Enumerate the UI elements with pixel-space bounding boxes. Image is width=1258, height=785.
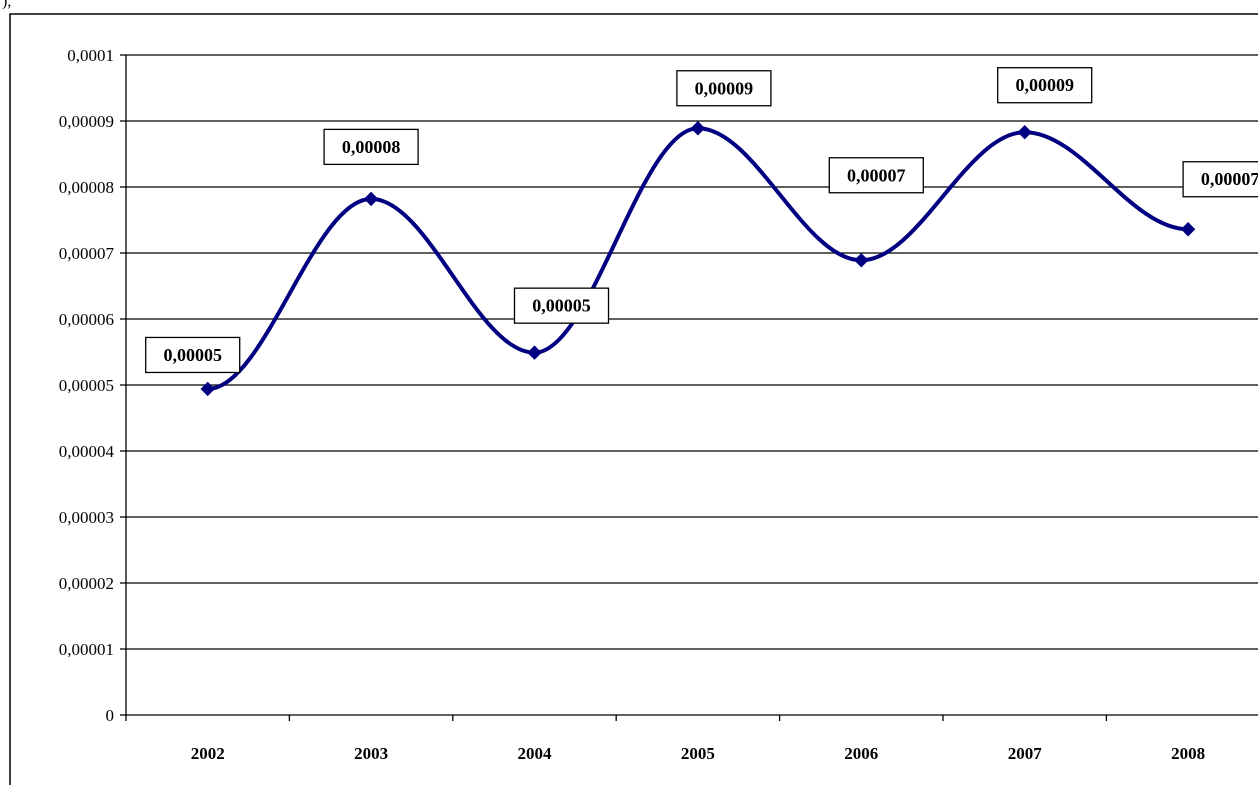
data-point-marker [527,345,542,360]
data-point-marker [1180,222,1196,237]
data-point-marker [200,381,215,397]
data-point-marker [690,121,706,136]
x-category-label: 2006 [844,744,878,763]
data-label-box [513,287,610,324]
x-category-label: 2002 [191,744,225,763]
y-axis: 0 0,00001 0,00002 0,00003 0,00004 0,00005 0,00… [59,46,127,725]
data-label-box [828,157,924,194]
y-tick-label: 0,00001 [59,640,114,659]
data-point-marker [854,253,869,268]
y-tick-label: 0,00005 [59,376,114,395]
data-labels: 0,00005 0,00008 0,00005 0,00009 0,00007 0,000… [145,67,1258,374]
x-category-label: 2005 [681,744,715,763]
data-label-box [145,336,241,374]
y-tick-label: 0 [106,706,115,725]
x-category-label: 2003 [354,744,388,763]
series-group [200,121,1196,397]
x-category-label: 2008 [1171,744,1205,763]
data-label-box [676,70,772,107]
y-tick-label: 0,00009 [59,112,114,131]
y-tick-label: 0,00008 [59,178,114,197]
series-line [205,126,1191,391]
data-label: 0,00008 [342,137,401,157]
data-label: 0,00005 [163,345,222,365]
data-label: 0,00009 [1015,75,1074,95]
gridlines [126,54,1258,650]
chart-frame [9,13,1258,785]
y-tick-label: 0,00007 [59,244,115,263]
x-category-label: 2004 [518,744,553,763]
y-tick-label: 0,00002 [59,574,114,593]
data-label: 0,00007 [1201,169,1258,189]
y-tick-label: 0,00003 [59,508,114,527]
y-tick-label: 0,0001 [67,46,114,65]
top-text-fragment: ), [2,0,11,10]
y-tick-label: 0,00006 [59,310,114,329]
data-label-box [997,67,1093,104]
data-label: 0,00005 [532,296,591,316]
data-label-box [323,128,419,166]
data-point-marker [363,191,379,207]
data-label-box [1182,161,1258,198]
data-point-marker [1017,125,1032,140]
x-category-label: 2007 [1008,744,1043,763]
data-label: 0,00009 [695,78,754,98]
x-axis: 2002 2003 2004 2005 2006 2007 2008 [125,714,1258,763]
data-label: 0,00007 [847,165,906,185]
y-tick-label: 0,00004 [59,442,115,461]
